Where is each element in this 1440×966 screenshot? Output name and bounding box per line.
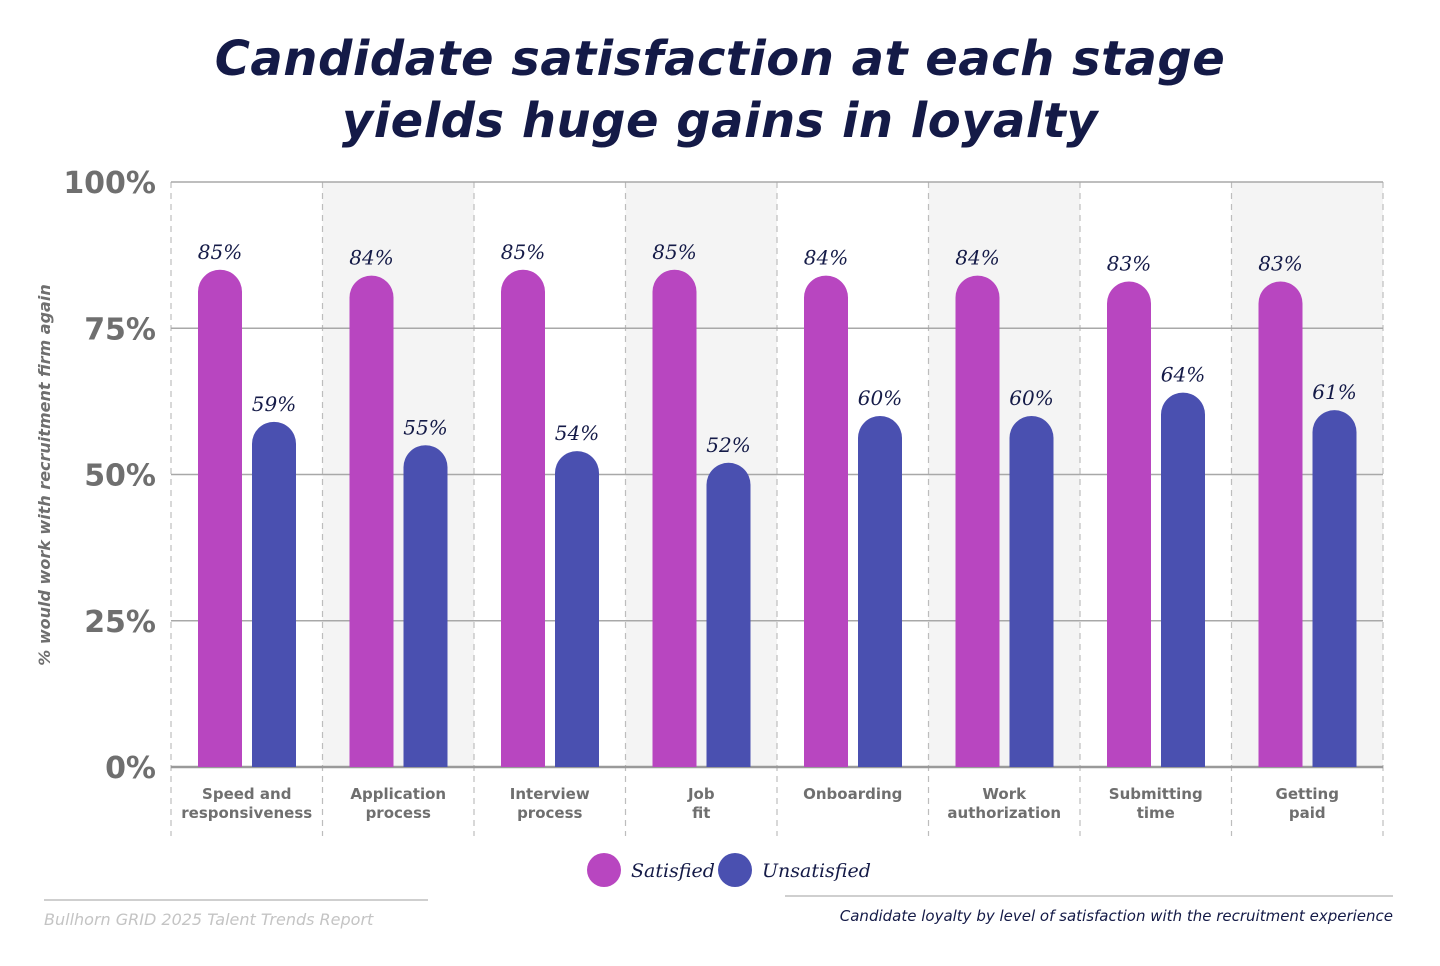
bar-satisfied bbox=[349, 275, 394, 767]
x-tick-label: Job bbox=[687, 785, 715, 803]
data-label: 60% bbox=[1009, 386, 1053, 410]
data-label: 64% bbox=[1161, 363, 1205, 387]
x-tick-label: paid bbox=[1289, 804, 1326, 822]
x-tick-label: Application bbox=[350, 785, 446, 803]
footer-rule-left bbox=[44, 899, 428, 901]
bar-satisfied bbox=[501, 269, 545, 767]
x-tick-label: Onboarding bbox=[803, 785, 902, 803]
bar-unsatisfied bbox=[1312, 410, 1357, 767]
data-label: 52% bbox=[706, 433, 750, 457]
bar-satisfied bbox=[198, 269, 242, 767]
x-tick-label: authorization bbox=[947, 804, 1061, 822]
data-label: 83% bbox=[1107, 251, 1151, 275]
data-label: 60% bbox=[858, 386, 902, 410]
data-label: 84% bbox=[804, 246, 848, 270]
data-label: 54% bbox=[555, 421, 599, 445]
data-label: 61% bbox=[1312, 380, 1356, 404]
x-tick-label: time bbox=[1137, 804, 1175, 822]
x-tick-label: fit bbox=[692, 804, 710, 822]
bar-satisfied bbox=[1258, 281, 1303, 767]
x-tick-label: Work bbox=[982, 785, 1027, 803]
data-label: 84% bbox=[349, 246, 393, 270]
y-tick-label: 0% bbox=[105, 751, 156, 786]
data-label: 84% bbox=[955, 246, 999, 270]
data-label: 85% bbox=[198, 240, 242, 264]
y-tick-label: 25% bbox=[84, 605, 156, 640]
legend-label-satisfied: Satisfied bbox=[631, 860, 715, 882]
legend-swatch-unsatisfied bbox=[718, 853, 752, 887]
bar-satisfied bbox=[804, 275, 848, 767]
bar-unsatisfied bbox=[1161, 392, 1205, 767]
bar-unsatisfied bbox=[403, 445, 448, 767]
data-label: 59% bbox=[252, 392, 296, 416]
x-tick-label: responsiveness bbox=[181, 804, 312, 822]
x-tick-label: Submitting bbox=[1109, 785, 1203, 803]
source-note: Bullhorn GRID 2025 Talent Trends Report bbox=[44, 910, 374, 929]
bar-satisfied bbox=[652, 269, 697, 767]
chart-caption: Candidate loyalty by level of satisfacti… bbox=[839, 907, 1393, 925]
legend-swatch-satisfied bbox=[587, 853, 621, 887]
x-tick-label: Getting bbox=[1276, 785, 1339, 803]
bar-unsatisfied bbox=[555, 451, 599, 767]
data-label: 55% bbox=[403, 415, 447, 439]
x-tick-label: Interview bbox=[510, 785, 590, 803]
legend-label-unsatisfied: Unsatisfied bbox=[762, 860, 871, 882]
bar-unsatisfied bbox=[858, 416, 902, 767]
data-label: 85% bbox=[501, 240, 545, 264]
footer-rule-right bbox=[785, 895, 1393, 897]
y-tick-label: 50% bbox=[84, 459, 156, 494]
y-tick-label: 100% bbox=[63, 166, 156, 201]
x-tick-label: Speed and bbox=[202, 785, 291, 803]
bar-satisfied bbox=[1107, 281, 1151, 767]
bar-unsatisfied bbox=[706, 462, 751, 767]
bar-unsatisfied bbox=[1009, 416, 1054, 767]
y-axis-label: % would work with recruitment firm again bbox=[35, 284, 54, 665]
chart-title: Candidate satisfaction at each stage yie… bbox=[214, 31, 1226, 149]
bar-satisfied bbox=[955, 275, 1000, 767]
x-tick-label: process bbox=[517, 804, 582, 822]
y-tick-label: 75% bbox=[84, 312, 156, 347]
bar-unsatisfied bbox=[252, 421, 296, 767]
data-label: 83% bbox=[1258, 251, 1302, 275]
x-tick-label: process bbox=[366, 804, 431, 822]
data-label: 85% bbox=[652, 240, 696, 264]
